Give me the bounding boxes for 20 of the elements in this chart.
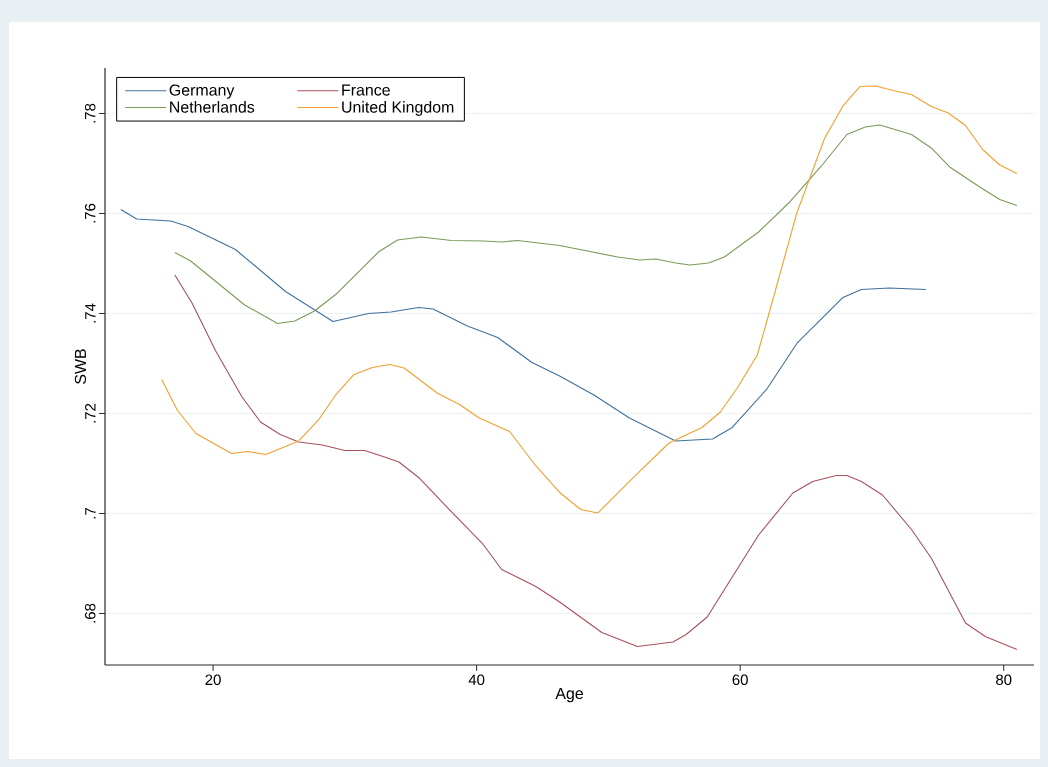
legend-label: United Kingdom [342, 101, 454, 116]
y-tick-label: .7 [85, 508, 96, 519]
y-tick-label: .78 [84, 103, 96, 123]
y-axis-title: SWB [74, 349, 87, 384]
y-tick-label: .72 [85, 403, 96, 423]
x-tick-label: 60 [732, 674, 748, 686]
x-tick-label: 80 [996, 674, 1012, 686]
x-tick-label: 40 [468, 674, 485, 686]
x-tick-label: 20 [205, 674, 221, 686]
y-tick-label: .74 [85, 303, 96, 323]
line-series [174, 274, 1018, 651]
line-series [120, 208, 927, 442]
legend-label: Germany [169, 84, 235, 99]
line-series [174, 124, 1018, 325]
legend-label: Netherlands [170, 101, 255, 113]
y-tick-label: .76 [84, 203, 96, 223]
x-axis-title: Age [555, 687, 583, 703]
legend-label: France [342, 84, 390, 96]
y-tick-label: .68 [84, 603, 96, 623]
line-series [161, 85, 1018, 514]
